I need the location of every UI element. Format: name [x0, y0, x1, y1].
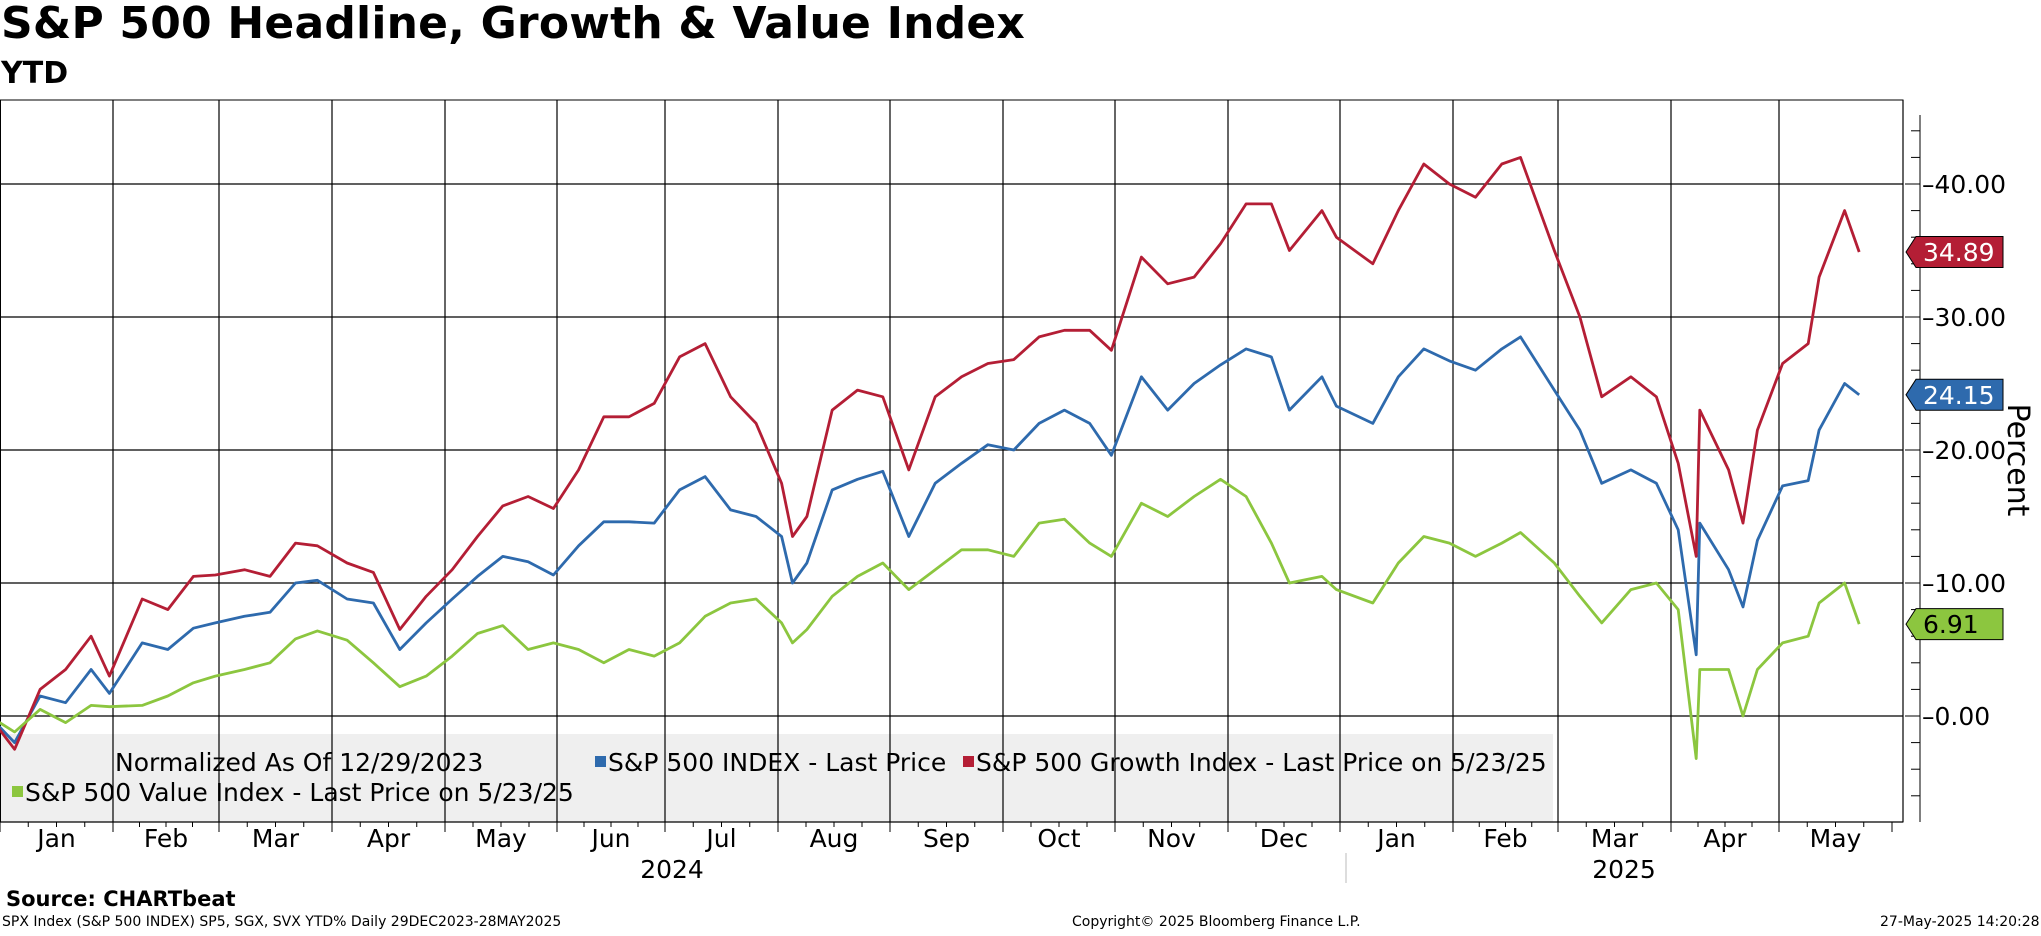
legend-normalized-note: Normalized As Of 12/29/2023: [115, 748, 483, 777]
x-tick-label: Nov: [1147, 824, 1196, 853]
footer-ticker-info: SPX Index (S&P 500 INDEX) SP5, SGX, SVX …: [2, 914, 562, 930]
x-tick-label: Jan: [1375, 824, 1416, 853]
x-tick-label: Aug: [810, 824, 859, 853]
series-line-1: [0, 156, 1861, 751]
x-tick-label: Jul: [704, 824, 736, 853]
x-tick-label: Dec: [1260, 824, 1308, 853]
last-value-tag: [1905, 378, 2004, 411]
last-value-tag: [1905, 235, 2004, 268]
x-year-label: 2024: [640, 855, 704, 884]
last-value-label: 34.89: [1923, 238, 1995, 267]
x-tick-label: Feb: [144, 824, 188, 853]
y-tick-label: –0.00: [1922, 702, 1990, 731]
last-value-label: 24.15: [1923, 381, 1995, 410]
plot-frame: [0, 99, 1904, 823]
chart-title: S&P 500 Headline, Growth & Value Index: [1, 0, 1025, 49]
x-tick-label: Sep: [923, 824, 970, 853]
x-tick-label: Mar: [252, 824, 300, 853]
x-tick-label: Apr: [367, 824, 411, 853]
x-tick-label: Jun: [589, 824, 630, 853]
series-line-0: [0, 335, 1861, 744]
y-tick-label: –30.00: [1922, 303, 2006, 332]
legend-entry: S&P 500 Value Index - Last Price on 5/23…: [25, 778, 574, 807]
last-value-tag: [1905, 608, 2004, 641]
x-tick-label: Feb: [1483, 824, 1527, 853]
x-tick-label: May: [1810, 824, 1862, 853]
x-tick-label: Mar: [1591, 824, 1639, 853]
legend-swatch: [963, 756, 974, 767]
source-note: Source: CHARTbeat: [6, 887, 236, 911]
x-tick-label: Jan: [35, 824, 76, 853]
footer-timestamp: 27-May-2025 14:20:28: [1880, 914, 2040, 930]
y-axis-title: Percent: [2000, 404, 2035, 517]
x-tick-label: Oct: [1037, 824, 1080, 853]
last-value-label: 6.91: [1923, 610, 1979, 639]
chart-subtitle: YTD: [1, 56, 69, 91]
y-tick-label: –10.00: [1922, 569, 2006, 598]
legend-swatch: [595, 756, 606, 767]
x-year-label: 2025: [1592, 855, 1656, 884]
series-line-2: [0, 477, 1861, 760]
legend-swatch: [12, 786, 23, 797]
footer-copyright: Copyright© 2025 Bloomberg Finance L.P.: [1072, 914, 1361, 930]
legend-entry: S&P 500 INDEX - Last Price: [608, 748, 946, 777]
legend-background: [0, 734, 1553, 822]
y-tick-label: –40.00: [1922, 170, 2006, 199]
y-tick-label: –20.00: [1922, 436, 2006, 465]
x-tick-label: Apr: [1703, 824, 1747, 853]
x-tick-label: May: [475, 824, 527, 853]
legend-entry: S&P 500 Growth Index - Last Price on 5/2…: [976, 748, 1547, 777]
